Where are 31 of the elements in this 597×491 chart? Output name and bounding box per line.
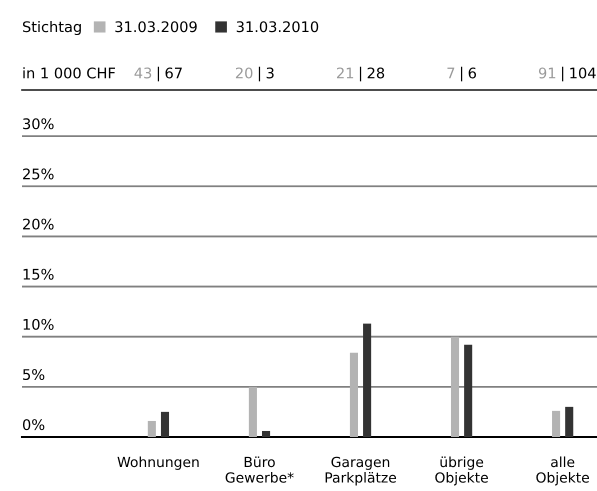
x-tick-label: Büro Gewerbe* xyxy=(226,456,294,483)
text: | xyxy=(360,66,362,82)
text: 7 xyxy=(447,68,454,78)
y-tick-label: 10% xyxy=(24,318,54,330)
text: 20 xyxy=(236,67,252,78)
x-tick-label: Garagen Parkplätze xyxy=(326,456,396,486)
text: 6 xyxy=(468,67,476,78)
text: in 1 000 CHF xyxy=(23,67,116,78)
y-tick-label: 30% xyxy=(23,118,54,130)
y-tick-label: 15% xyxy=(24,268,54,280)
legend-label: 31.03.2010 xyxy=(236,21,318,32)
text: 67 xyxy=(166,67,182,78)
y-tick-label: 20% xyxy=(23,218,54,230)
y-tick-label: 0% xyxy=(22,419,44,430)
text: 91 xyxy=(538,67,556,78)
text: | xyxy=(158,66,160,82)
y-tick-label: 25% xyxy=(23,168,54,180)
x-tick-label: Wohnungen xyxy=(117,456,199,470)
x-tick-label: alle Objekte xyxy=(536,456,589,486)
legend-title: Stichtag xyxy=(22,20,81,36)
text: | xyxy=(258,66,260,82)
legend-label: 31.03.2009 xyxy=(115,21,197,32)
text: 43 xyxy=(134,67,152,78)
text: 104 xyxy=(570,67,596,78)
text: 21 xyxy=(336,67,354,78)
text: 3 xyxy=(266,67,274,78)
text: 28 xyxy=(368,67,384,78)
y-tick-label: 5% xyxy=(23,369,44,380)
text: | xyxy=(562,66,564,82)
text: | xyxy=(460,66,462,82)
x-tick-label: übrige Objekte xyxy=(435,456,488,486)
